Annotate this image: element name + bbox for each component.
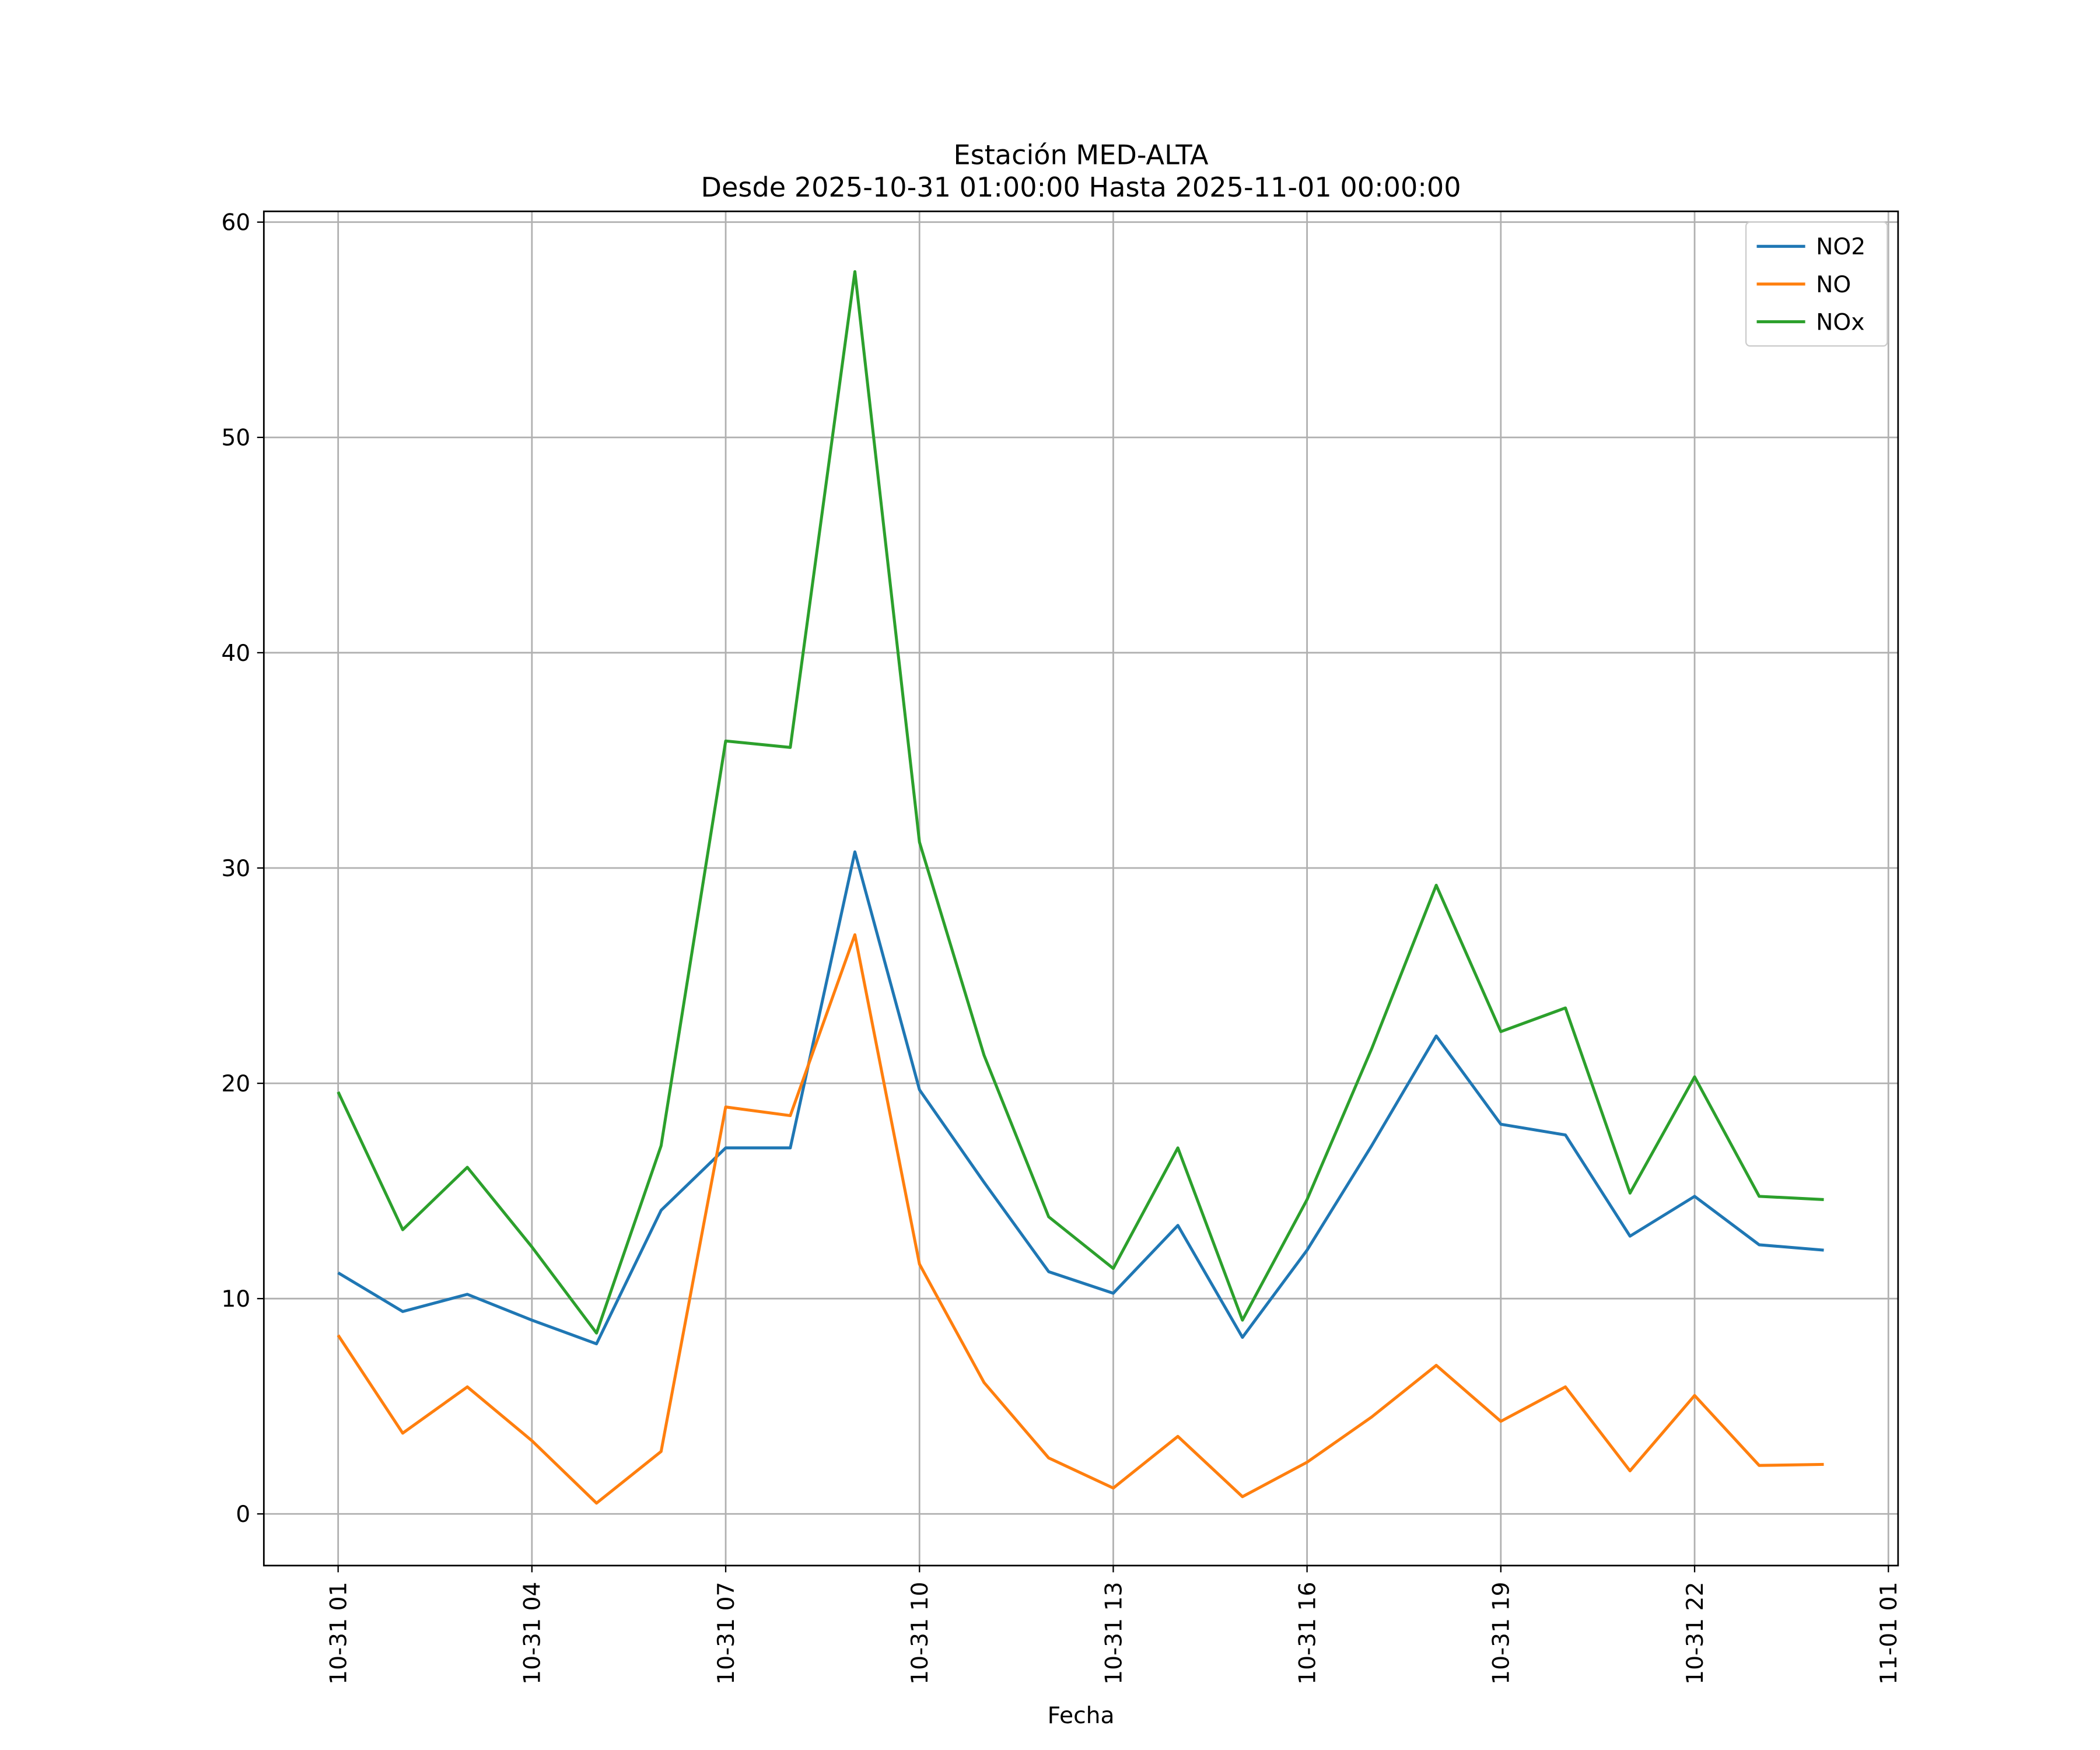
legend-label: NO2 — [1816, 234, 1866, 260]
chart-title: Estación MED-ALTA — [954, 139, 1209, 171]
legend-label: NOx — [1816, 309, 1864, 335]
data-line — [337, 850, 1824, 1346]
y-tick-label: 60 — [221, 210, 250, 236]
chart-subtitle: Desde 2025-10-31 01:00:00 Hasta 2025-11-… — [701, 172, 1461, 203]
y-tick-label: 10 — [221, 1286, 250, 1312]
y-tick-label: 30 — [221, 856, 250, 882]
x-tick-label: 10-31 22 — [1682, 1582, 1709, 1685]
legend-box — [1745, 221, 1888, 347]
y-tick-label: 40 — [221, 640, 250, 667]
x-tick-label: 10-31 13 — [1101, 1582, 1127, 1685]
y-tick-label: 20 — [221, 1071, 250, 1097]
x-tick-label: 10-31 01 — [326, 1582, 352, 1685]
data-line — [337, 270, 1824, 1335]
x-tick-label: 10-31 07 — [713, 1582, 740, 1685]
data-line — [337, 933, 1824, 1505]
y-tick-label: 0 — [236, 1502, 250, 1528]
x-tick-label: 10-31 04 — [520, 1582, 546, 1685]
x-tick-label: 10-31 10 — [907, 1582, 933, 1685]
x-tick-label: 11-01 01 — [1876, 1582, 1902, 1685]
plot-frame — [262, 210, 1899, 1567]
x-axis-label: Fecha — [1048, 1703, 1115, 1729]
x-tick-label: 10-31 19 — [1489, 1582, 1515, 1685]
legend-label: NO — [1816, 272, 1851, 298]
y-tick-label: 50 — [221, 425, 250, 452]
x-tick-label: 10-31 16 — [1294, 1582, 1321, 1685]
